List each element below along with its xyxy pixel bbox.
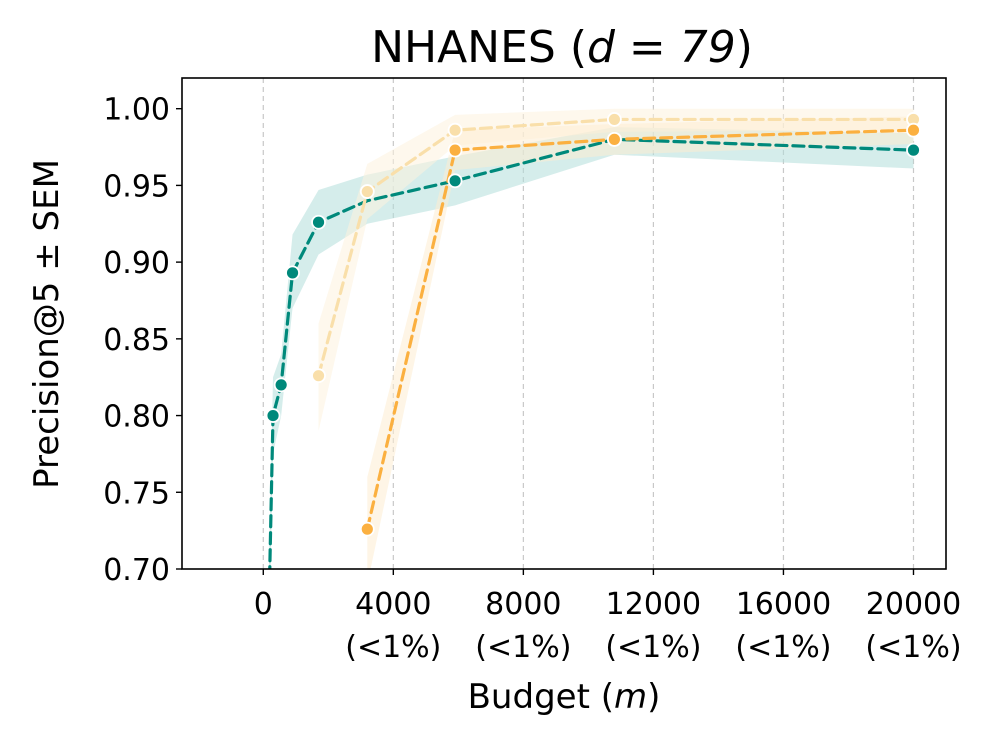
- data-point-teal: [273, 377, 289, 393]
- x-tick-sublabel: (<1%): [605, 630, 701, 665]
- data-point-teal: [285, 265, 300, 281]
- y-tick-label: 1.00: [103, 93, 170, 128]
- data-point-orange: [906, 122, 921, 138]
- data-point-orange: [447, 142, 463, 158]
- x-tick-label: 0: [254, 587, 273, 622]
- x-tick-sublabel: (<1%): [475, 630, 571, 665]
- y-tick-label: 0.75: [103, 476, 170, 511]
- data-point-orange: [606, 131, 622, 147]
- data-point-teal: [906, 142, 921, 158]
- data-point-teal: [311, 214, 326, 230]
- x-axis-label-math: m: [614, 677, 647, 717]
- y-ticks: 0.70 0.75 0.80 0.85 0.90 0.95 1.00: [103, 93, 182, 588]
- data-point-teal: [265, 408, 281, 423]
- x-tick-label: 16000: [736, 587, 831, 622]
- chart-title: NHANES (d = 79): [371, 22, 753, 73]
- y-axis-label: Precision@5 ± SEM: [27, 159, 67, 489]
- x-tick-label: 20000: [866, 587, 961, 622]
- data-point-orange: [359, 521, 375, 537]
- series-line-orange: [365, 128, 916, 531]
- x-ticks: 0 4000 (<1%) 8000 (<1%) 12000 (<1%) 16000 (<1%) 2…: [254, 569, 962, 665]
- x-tick-sublabel: (<1%): [345, 630, 441, 665]
- data-point-light-orange: [359, 184, 375, 199]
- x-tick-sublabel: (<1%): [865, 630, 961, 665]
- y-tick-label: 0.80: [103, 400, 170, 435]
- x-tick-label: 12000: [606, 587, 701, 622]
- chart-title-math: d = 79: [587, 22, 736, 73]
- x-axis-label: Budget (m): [468, 677, 661, 717]
- x-axis-label-text: Budget: [468, 677, 590, 717]
- data-point-teal: [447, 173, 463, 189]
- series-markers: [265, 112, 921, 537]
- data-point-light-orange: [447, 122, 463, 138]
- plot-frame: [181, 77, 947, 570]
- y-tick-label: 0.70: [103, 553, 170, 588]
- data-point-light-orange: [606, 112, 622, 127]
- x-tick-sublabel: (<1%): [735, 630, 831, 665]
- y-tick-label: 0.95: [103, 169, 170, 204]
- y-tick-label: 0.90: [103, 246, 170, 281]
- x-tick-label: 8000: [485, 587, 561, 622]
- data-point-light-orange: [311, 368, 326, 384]
- x-tick-label: 4000: [355, 587, 431, 622]
- y-tick-label: 0.85: [103, 323, 170, 358]
- chart-title-text: NHANES: [371, 22, 556, 73]
